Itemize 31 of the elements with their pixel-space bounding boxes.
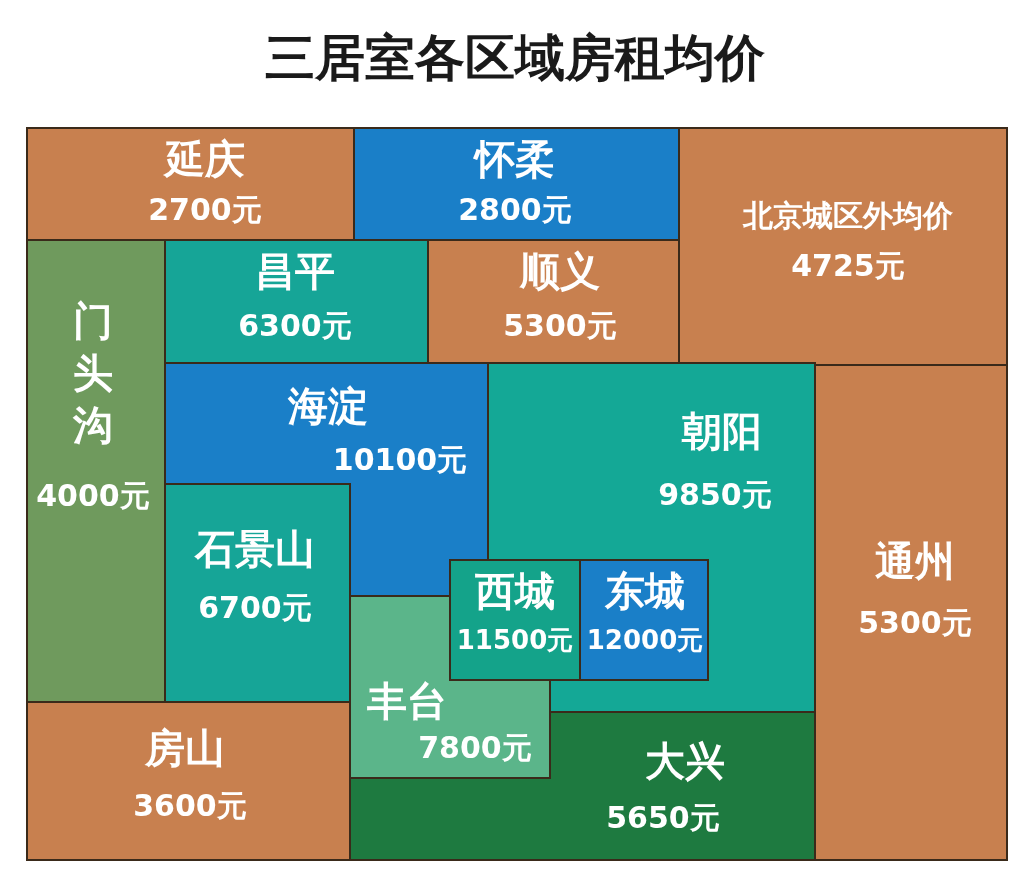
category-label: 西城	[474, 568, 555, 615]
data-label: 4725元	[791, 247, 905, 283]
category-label: 海淀	[287, 383, 368, 430]
category-label: 丰台	[366, 678, 447, 725]
category-label: 怀柔	[473, 136, 555, 183]
category-label: 昌平	[255, 248, 335, 295]
data-label: 7800元	[418, 729, 532, 765]
category-label: 东城	[604, 568, 685, 615]
category-label: 石景山	[194, 526, 315, 573]
data-label: 6300元	[238, 307, 352, 343]
data-label: 5300元	[503, 307, 617, 343]
category-label: 顺义	[519, 248, 600, 295]
category-label: 房山	[144, 725, 225, 772]
data-label: 5650元	[606, 799, 720, 835]
data-label: 3600元	[133, 787, 247, 823]
data-label: 12000元	[586, 624, 704, 655]
data-label: 4000元	[36, 477, 150, 513]
category-label: 通州	[875, 538, 955, 585]
text: 三居室各区域房租均价	[265, 28, 765, 87]
data-label: 11500元	[456, 624, 574, 655]
category-label: 朝阳	[681, 408, 762, 455]
category-label: 北京城区外均价	[742, 197, 954, 233]
category-label: 大兴	[645, 738, 725, 785]
data-label: 5300元	[858, 604, 972, 640]
data-label: 2700元	[148, 191, 262, 227]
data-label: 9850元	[658, 476, 772, 512]
data-label: 2800元	[458, 191, 572, 227]
data-label: 10100元	[332, 441, 468, 477]
category-label: 门头沟	[72, 298, 113, 449]
data-label: 6700元	[198, 589, 312, 625]
category-label: 延庆	[162, 136, 245, 183]
